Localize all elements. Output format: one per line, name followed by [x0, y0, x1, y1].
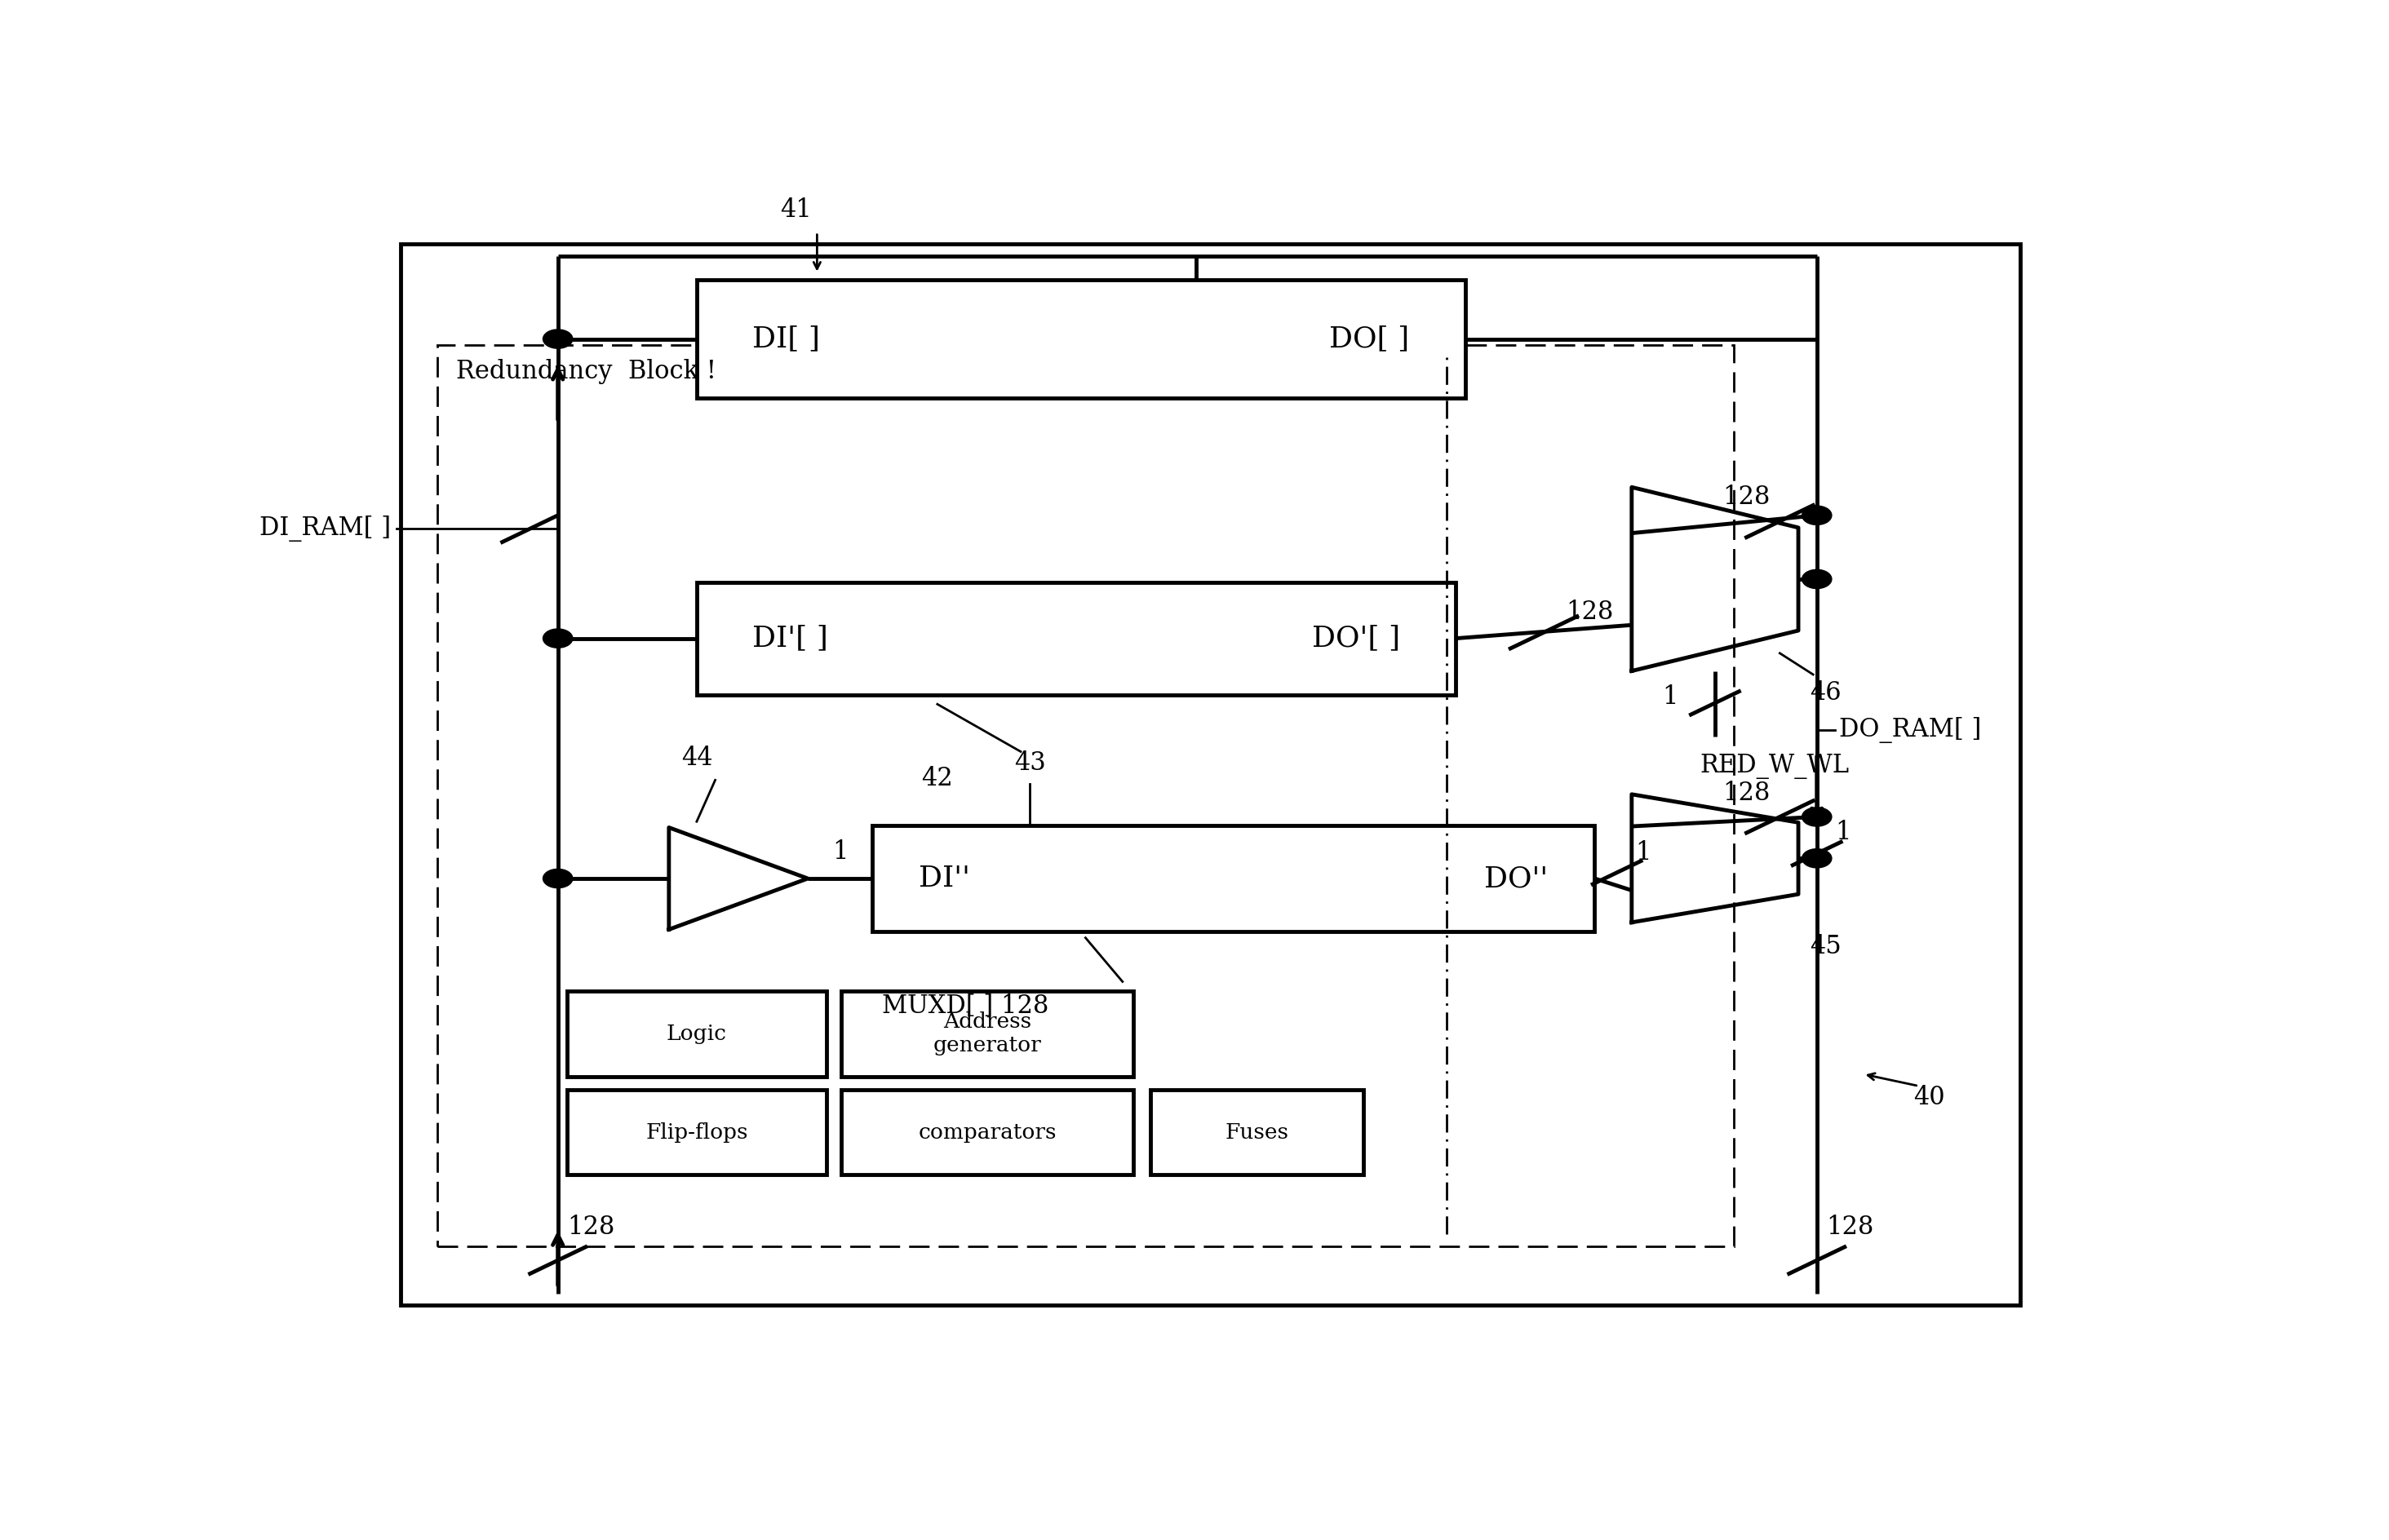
Text: Redundancy  Block !: Redundancy Block ! — [456, 359, 717, 385]
Text: 1: 1 — [1636, 839, 1651, 865]
Circle shape — [542, 628, 573, 648]
Text: RED_W_WL: RED_W_WL — [1701, 755, 1849, 779]
FancyBboxPatch shape — [566, 1090, 827, 1175]
Text: DI'': DI'' — [920, 864, 970, 892]
Text: Address
generator: Address generator — [934, 1012, 1042, 1056]
Text: Flip-flops: Flip-flops — [645, 1123, 748, 1143]
FancyBboxPatch shape — [698, 280, 1464, 399]
FancyBboxPatch shape — [872, 825, 1596, 932]
Circle shape — [1801, 849, 1832, 869]
Circle shape — [1801, 807, 1832, 827]
Text: 46: 46 — [1808, 681, 1842, 705]
Text: DO'': DO'' — [1484, 864, 1548, 892]
FancyBboxPatch shape — [841, 992, 1135, 1076]
Text: 128: 128 — [566, 1215, 614, 1240]
FancyBboxPatch shape — [698, 582, 1455, 695]
Text: 44: 44 — [681, 745, 712, 770]
Text: 1: 1 — [1835, 819, 1851, 845]
Text: DO[ ]: DO[ ] — [1328, 325, 1410, 353]
Circle shape — [1801, 570, 1832, 588]
Circle shape — [1801, 505, 1832, 525]
Text: DO_RAM[ ]: DO_RAM[ ] — [1840, 718, 1980, 744]
Text: DI[ ]: DI[ ] — [753, 325, 819, 353]
Text: 128: 128 — [1722, 781, 1770, 805]
Text: MUXD[ ] 128: MUXD[ ] 128 — [882, 993, 1049, 1019]
Text: DI'[ ]: DI'[ ] — [753, 625, 829, 653]
FancyBboxPatch shape — [401, 243, 2021, 1306]
Text: 45: 45 — [1808, 935, 1842, 959]
FancyBboxPatch shape — [841, 1090, 1135, 1175]
Circle shape — [542, 330, 573, 348]
Text: 40: 40 — [1914, 1086, 1945, 1110]
Text: 128: 128 — [1565, 599, 1613, 625]
Text: 1: 1 — [1663, 684, 1677, 710]
Text: 43: 43 — [1015, 750, 1046, 775]
Text: comparators: comparators — [917, 1123, 1056, 1143]
FancyBboxPatch shape — [437, 345, 1734, 1246]
Text: DO'[ ]: DO'[ ] — [1312, 625, 1400, 653]
FancyBboxPatch shape — [1151, 1090, 1364, 1175]
Circle shape — [542, 869, 573, 889]
Text: 128: 128 — [1825, 1215, 1873, 1240]
Text: Fuses: Fuses — [1226, 1123, 1288, 1143]
Text: Logic: Logic — [667, 1024, 726, 1044]
Text: 128: 128 — [1722, 485, 1770, 510]
Text: DI_RAM[ ]: DI_RAM[ ] — [260, 516, 392, 542]
Text: 1: 1 — [831, 839, 848, 864]
Text: 41: 41 — [779, 197, 812, 223]
Text: 42: 42 — [922, 765, 953, 792]
FancyBboxPatch shape — [566, 992, 827, 1076]
